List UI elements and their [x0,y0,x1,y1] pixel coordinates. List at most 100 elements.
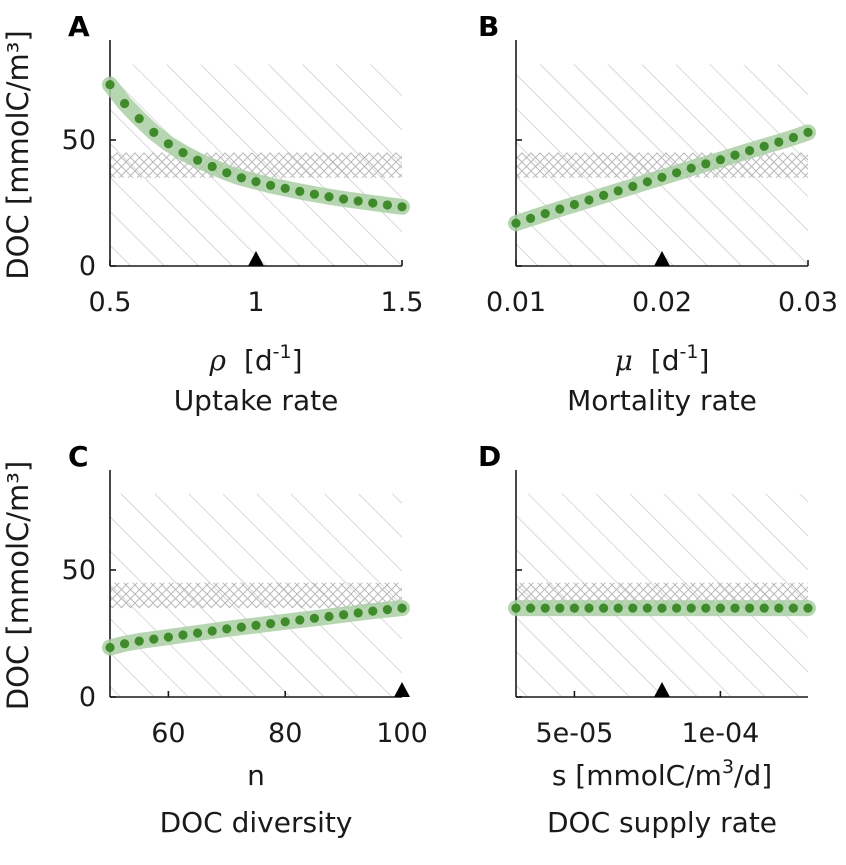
data-point [236,173,246,183]
x-axis-name: Uptake rate [174,384,339,417]
data-point [280,183,290,193]
data-point [569,199,580,210]
data-point [382,200,392,210]
data-point [266,180,276,190]
data-point [339,610,349,620]
x-tick-label: 1.5 [381,287,424,318]
panel-b: 0.01 0.02 0.03 Bμ [d-1] Mortality rate [478,10,838,417]
x-axis-name: DOC diversity [160,806,353,839]
data-point [105,80,115,90]
data-point [613,186,623,196]
data-point [295,186,305,196]
y-axis-label: DOC [mmolC/m³] [1,461,35,710]
data-point [628,181,638,191]
data-point [657,172,667,182]
data-point [120,98,130,109]
x-tick-label: 100 [376,718,428,749]
data-point [193,628,203,638]
data-point [642,603,653,613]
data-point [222,624,232,634]
data-point [540,209,550,219]
data-point [178,148,188,158]
data-point [368,198,378,208]
data-point [309,189,319,199]
panel-letter: C [68,440,89,473]
y-axis-label: DOC [mmolC/m³] [1,30,35,279]
x-axis-name: DOC supply rate [547,806,777,839]
data-point [193,155,203,165]
data-point [555,204,565,214]
data-point [163,632,173,642]
data-point [584,195,594,205]
data-point [774,603,784,613]
data-point [251,177,261,187]
data-point [149,634,159,644]
default-value-marker [654,251,670,266]
data-point [397,202,407,212]
data-point [251,620,261,631]
data-point [236,622,246,632]
data-point [730,603,740,613]
data-point [339,194,349,204]
data-point [280,617,290,627]
x-axis-label: n [247,759,265,792]
data-point [745,603,755,613]
data-point [526,213,536,223]
data-point [599,603,609,613]
data-point [324,611,334,622]
crosshatch-band [110,582,402,609]
data-point [324,192,334,202]
data-point [353,196,363,206]
x-axis-label: ρ [d-1] [208,341,302,377]
data-point [134,636,144,646]
data-point [774,137,784,147]
data-point [672,603,682,613]
data-point [540,603,550,613]
data-point [803,603,813,613]
x-tick-label: 0.03 [778,287,838,318]
data-point [745,146,755,156]
x-tick-label: 60 [151,718,185,749]
data-point [555,603,565,613]
data-point [642,177,653,187]
data-point [309,613,319,623]
x-axis-label: μ [d-1] [615,341,710,377]
panel-letter: A [68,10,90,43]
panel-letter: B [478,10,499,43]
data-point [730,150,740,160]
data-point [178,630,188,640]
data-point [613,603,623,613]
default-value-marker [248,251,264,266]
data-point [207,626,217,636]
x-axis-label: s [mmolC/m3/d] [552,756,772,792]
data-point [657,603,667,613]
data-point [672,168,682,178]
data-point [628,603,638,613]
data-point [715,155,726,165]
data-point [163,139,173,149]
data-point [686,163,696,173]
data-point [759,141,769,151]
data-point [759,603,769,613]
x-tick-label: 80 [268,718,302,749]
x-tick-label: 5e-05 [535,718,613,749]
data-point [511,603,521,613]
data-point [266,619,276,629]
panel-d: 5e-05 1e-04 Ds [mmolC/m3/d] DOC supply rate [478,440,816,839]
data-point [105,642,115,653]
panel-a: 0 50 0.5 1 1.5 A DOC [mmolC/m³] ρ [d-1] Uptake ra… [1,10,423,417]
data-point [526,603,536,613]
data-point [701,159,711,169]
data-point [382,605,392,615]
y-tick-label: 50 [62,555,96,586]
x-tick-label: 1e-04 [681,718,759,749]
data-point [149,127,159,137]
x-tick-label: 0.5 [89,287,132,318]
data-point [120,639,130,649]
x-tick-label: 1 [247,287,264,318]
data-point [207,161,217,172]
y-tick-label: 0 [79,251,96,282]
y-tick-label: 50 [62,125,96,156]
data-point [134,114,144,124]
